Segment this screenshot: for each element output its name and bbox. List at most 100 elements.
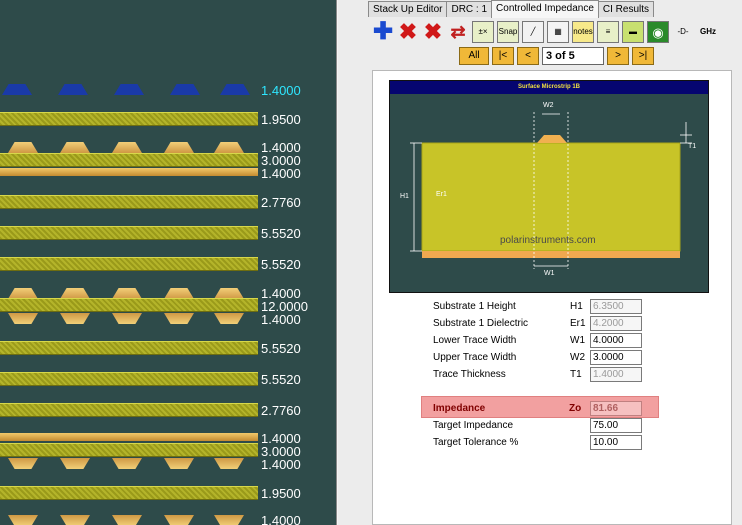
param-symbol: H1 <box>570 301 583 312</box>
dielectric-layer[interactable] <box>0 153 258 167</box>
page-indicator[interactable]: 3 of 5 <box>542 47 604 65</box>
layer-thickness: 1.4000 <box>261 312 301 327</box>
target-tolerance-field[interactable]: 10.00 <box>590 435 642 450</box>
dielectric-layer[interactable] <box>0 257 258 271</box>
inner-trace[interactable] <box>214 142 244 153</box>
param-symbol: W2 <box>570 352 585 363</box>
layer-thickness: 5.5520 <box>261 372 301 387</box>
layer-thickness: 1.4000 <box>261 431 301 446</box>
copper-plane[interactable] <box>0 433 258 441</box>
swap-icon[interactable]: ⇄ <box>450 22 466 42</box>
t1-field[interactable]: 1.4000 <box>590 367 642 382</box>
h1-field[interactable]: 6.3500 <box>590 299 642 314</box>
dielectric-layer[interactable] <box>0 486 258 500</box>
bottom-trace[interactable] <box>164 515 194 525</box>
er1-field[interactable]: 4.2000 <box>590 316 642 331</box>
dielectric-layer[interactable] <box>0 341 258 355</box>
delete-all-icon[interactable]: ✖ <box>423 19 443 44</box>
add-icon[interactable]: ✚ <box>372 18 394 45</box>
top-trace[interactable] <box>220 84 250 95</box>
tab-controlled-impedance[interactable]: Controlled Impedance <box>491 0 599 18</box>
tab-ci-results[interactable]: CI Results <box>597 1 655 17</box>
calculator-icon[interactable]: ±× <box>472 21 494 43</box>
inner-trace[interactable] <box>214 458 244 469</box>
layer-thickness: 12.0000 <box>261 299 308 314</box>
dielectric-layer[interactable] <box>0 443 258 457</box>
notes-button[interactable]: notes <box>572 21 594 43</box>
layer-thickness: 1.4000 <box>261 513 301 525</box>
wand-icon[interactable]: ╱ <box>522 21 544 43</box>
w1-field[interactable]: 4.0000 <box>590 333 642 348</box>
dielectric-layer[interactable] <box>0 226 258 240</box>
copper-plane[interactable] <box>0 168 258 176</box>
inner-trace[interactable] <box>214 313 244 324</box>
inner-trace[interactable] <box>8 313 38 324</box>
next-button[interactable]: > <box>607 47 629 65</box>
prev-button[interactable]: < <box>517 47 539 65</box>
view-eye-icon[interactable]: ◉ <box>647 21 669 43</box>
dielectric-layer[interactable] <box>0 112 258 126</box>
last-button[interactable]: >| <box>632 47 654 65</box>
dielectric-layer[interactable] <box>0 403 258 417</box>
pane-splitter[interactable] <box>336 0 338 525</box>
w2-field[interactable]: 3.0000 <box>590 350 642 365</box>
layer-fill-icon[interactable]: ▬ <box>622 21 644 43</box>
layer-thickness: 1.4000 <box>261 457 301 472</box>
bottom-trace[interactable] <box>60 515 90 525</box>
param-label: Substrate 1 Height <box>433 301 516 312</box>
dielectric-layer[interactable] <box>0 195 258 209</box>
top-trace[interactable] <box>170 84 200 95</box>
tab-drc[interactable]: DRC : 1 <box>446 1 493 17</box>
layer-thickness: 1.9500 <box>261 112 301 127</box>
param-label: Lower Trace Width <box>433 335 517 346</box>
t1-label: T1 <box>688 143 697 150</box>
inner-trace[interactable] <box>164 288 194 299</box>
layer-thickness: 2.7760 <box>261 195 301 210</box>
param-symbol: Er1 <box>570 318 586 329</box>
impedance-result: 81.66 <box>590 401 642 416</box>
bottom-trace[interactable] <box>214 515 244 525</box>
inner-trace[interactable] <box>60 288 90 299</box>
inner-trace[interactable] <box>8 458 38 469</box>
inner-trace[interactable] <box>112 142 142 153</box>
inner-trace[interactable] <box>164 458 194 469</box>
layer-adjust-icon[interactable]: ≡ <box>597 21 619 43</box>
inner-trace[interactable] <box>164 313 194 324</box>
inner-trace[interactable] <box>60 458 90 469</box>
delete-icon[interactable]: ✖ <box>398 19 418 44</box>
inner-trace[interactable] <box>164 142 194 153</box>
grid-icon[interactable]: ▦ <box>547 21 569 43</box>
tab-bar: Stack Up Editor DRC : 1 Controlled Imped… <box>368 0 655 18</box>
tab-stack-up-editor[interactable]: Stack Up Editor <box>368 1 448 17</box>
inner-trace[interactable] <box>8 288 38 299</box>
inner-trace[interactable] <box>60 313 90 324</box>
stackup-view[interactable]: 1.4000 1.9500 1.4000 3.0000 1.4000 2.776… <box>0 0 336 525</box>
target-impedance-field[interactable]: 75.00 <box>590 418 642 433</box>
inner-trace[interactable] <box>214 288 244 299</box>
inner-trace[interactable] <box>112 458 142 469</box>
layer-thickness: 1.4000 <box>261 286 301 301</box>
w2-label: W2 <box>543 102 554 109</box>
layer-thickness: 5.5520 <box>261 257 301 272</box>
bottom-trace[interactable] <box>8 515 38 525</box>
inner-trace[interactable] <box>8 142 38 153</box>
bottom-trace[interactable] <box>112 515 142 525</box>
diff-pair-icon[interactable]: -D- <box>672 21 694 43</box>
inner-trace[interactable] <box>112 288 142 299</box>
top-trace[interactable] <box>58 84 88 95</box>
microstrip-drawing <box>410 112 692 269</box>
core-layer[interactable] <box>0 298 258 312</box>
h1-label: H1 <box>400 193 409 200</box>
ghz-button[interactable]: GHz <box>697 21 719 43</box>
all-button[interactable]: All <box>459 47 489 65</box>
inner-trace[interactable] <box>112 313 142 324</box>
first-button[interactable]: |< <box>492 47 514 65</box>
dielectric-layer[interactable] <box>0 372 258 386</box>
snap-button[interactable]: Snap <box>497 21 519 43</box>
inner-trace[interactable] <box>60 142 90 153</box>
param-label: Substrate 1 Dielectric <box>433 318 529 329</box>
target-impedance-label: Target Impedance <box>433 420 514 431</box>
top-trace[interactable] <box>2 84 32 95</box>
top-trace[interactable] <box>114 84 144 95</box>
structure-diagram: Surface Microstrip 1B W2 W1 H1 Er1 T1 <box>389 80 709 293</box>
